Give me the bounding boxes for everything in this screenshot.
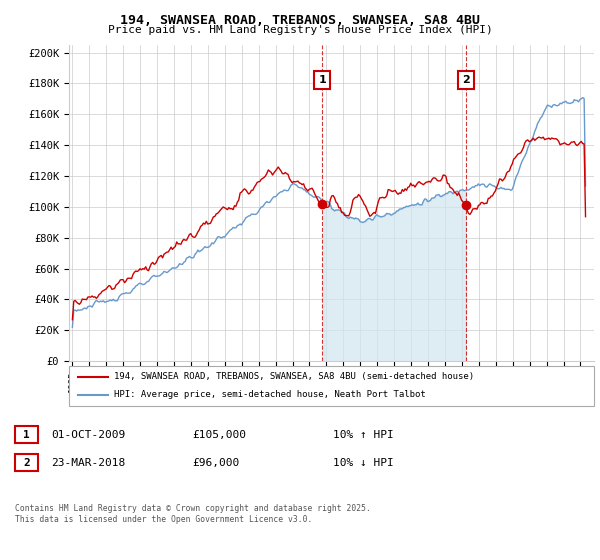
Text: £105,000: £105,000: [192, 430, 246, 440]
Text: 1: 1: [23, 430, 30, 440]
Text: £96,000: £96,000: [192, 458, 239, 468]
Text: 194, SWANSEA ROAD, TREBANOS, SWANSEA, SA8 4BU (semi-detached house): 194, SWANSEA ROAD, TREBANOS, SWANSEA, SA…: [114, 372, 474, 381]
Text: 2: 2: [23, 458, 30, 468]
Text: Price paid vs. HM Land Registry's House Price Index (HPI): Price paid vs. HM Land Registry's House …: [107, 25, 493, 35]
Text: 1: 1: [319, 75, 326, 85]
Text: 194, SWANSEA ROAD, TREBANOS, SWANSEA, SA8 4BU: 194, SWANSEA ROAD, TREBANOS, SWANSEA, SA…: [120, 14, 480, 27]
Text: 23-MAR-2018: 23-MAR-2018: [51, 458, 125, 468]
Text: HPI: Average price, semi-detached house, Neath Port Talbot: HPI: Average price, semi-detached house,…: [114, 390, 426, 399]
Text: 10% ↑ HPI: 10% ↑ HPI: [333, 430, 394, 440]
Text: 01-OCT-2009: 01-OCT-2009: [51, 430, 125, 440]
Text: Contains HM Land Registry data © Crown copyright and database right 2025.
This d: Contains HM Land Registry data © Crown c…: [15, 504, 371, 524]
Text: 10% ↓ HPI: 10% ↓ HPI: [333, 458, 394, 468]
Text: 2: 2: [462, 75, 470, 85]
